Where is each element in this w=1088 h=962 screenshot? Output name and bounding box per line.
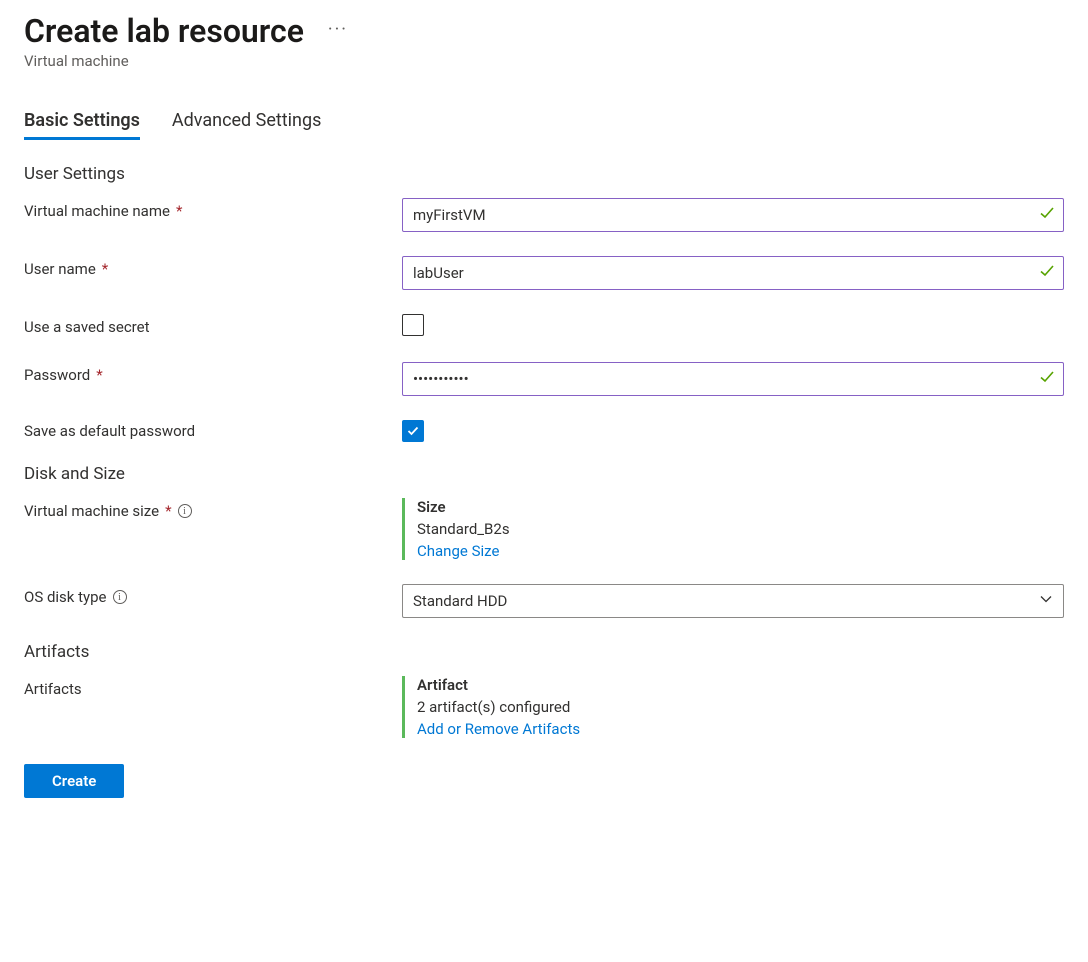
section-disk-and-size: Disk and Size bbox=[24, 464, 1064, 484]
artifacts-block-value: 2 artifact(s) configured bbox=[417, 698, 1064, 716]
save-default-password-checkbox[interactable] bbox=[402, 420, 424, 442]
page-subtitle: Virtual machine bbox=[24, 52, 1064, 70]
create-button[interactable]: Create bbox=[24, 764, 124, 798]
password-input[interactable] bbox=[402, 362, 1064, 396]
os-disk-type-value: Standard HDD bbox=[413, 592, 507, 610]
artifacts-block-title: Artifact bbox=[417, 676, 1064, 694]
page-title: Create lab resource bbox=[24, 12, 304, 50]
vm-name-input[interactable] bbox=[402, 198, 1064, 232]
required-indicator: * bbox=[165, 502, 171, 520]
page-header: Create lab resource ··· Virtual machine bbox=[24, 12, 1064, 70]
os-disk-type-label: OS disk type bbox=[24, 588, 107, 606]
artifacts-block: Artifact 2 artifact(s) configured Add or… bbox=[402, 676, 1064, 738]
required-indicator: * bbox=[96, 366, 102, 384]
artifacts-label: Artifacts bbox=[24, 680, 82, 698]
check-icon bbox=[1038, 368, 1056, 390]
tab-basic-settings[interactable]: Basic Settings bbox=[24, 110, 140, 140]
vm-size-block-value: Standard_B2s bbox=[417, 520, 1064, 538]
change-size-link[interactable]: Change Size bbox=[417, 542, 499, 560]
tab-advanced-settings[interactable]: Advanced Settings bbox=[172, 110, 322, 140]
user-name-label: User name bbox=[24, 260, 96, 278]
user-name-input[interactable] bbox=[402, 256, 1064, 290]
tab-list: Basic Settings Advanced Settings bbox=[24, 110, 1064, 140]
save-default-password-label: Save as default password bbox=[24, 422, 195, 440]
info-icon[interactable]: i bbox=[113, 590, 127, 604]
required-indicator: * bbox=[176, 202, 182, 220]
os-disk-type-select[interactable]: Standard HDD bbox=[402, 584, 1064, 618]
check-icon bbox=[1038, 262, 1056, 284]
vm-size-label: Virtual machine size bbox=[24, 502, 159, 520]
section-user-settings: User Settings bbox=[24, 164, 1064, 184]
info-icon[interactable]: i bbox=[178, 504, 192, 518]
check-icon bbox=[1038, 204, 1056, 226]
use-saved-secret-label: Use a saved secret bbox=[24, 318, 149, 336]
vm-size-block-title: Size bbox=[417, 498, 1064, 516]
password-label: Password bbox=[24, 366, 90, 384]
more-actions-icon[interactable]: ··· bbox=[328, 19, 348, 40]
add-remove-artifacts-link[interactable]: Add or Remove Artifacts bbox=[417, 720, 580, 738]
section-artifacts: Artifacts bbox=[24, 642, 1064, 662]
vm-name-label: Virtual machine name bbox=[24, 202, 170, 220]
required-indicator: * bbox=[102, 260, 108, 278]
vm-size-block: Size Standard_B2s Change Size bbox=[402, 498, 1064, 560]
use-saved-secret-checkbox[interactable] bbox=[402, 314, 424, 336]
